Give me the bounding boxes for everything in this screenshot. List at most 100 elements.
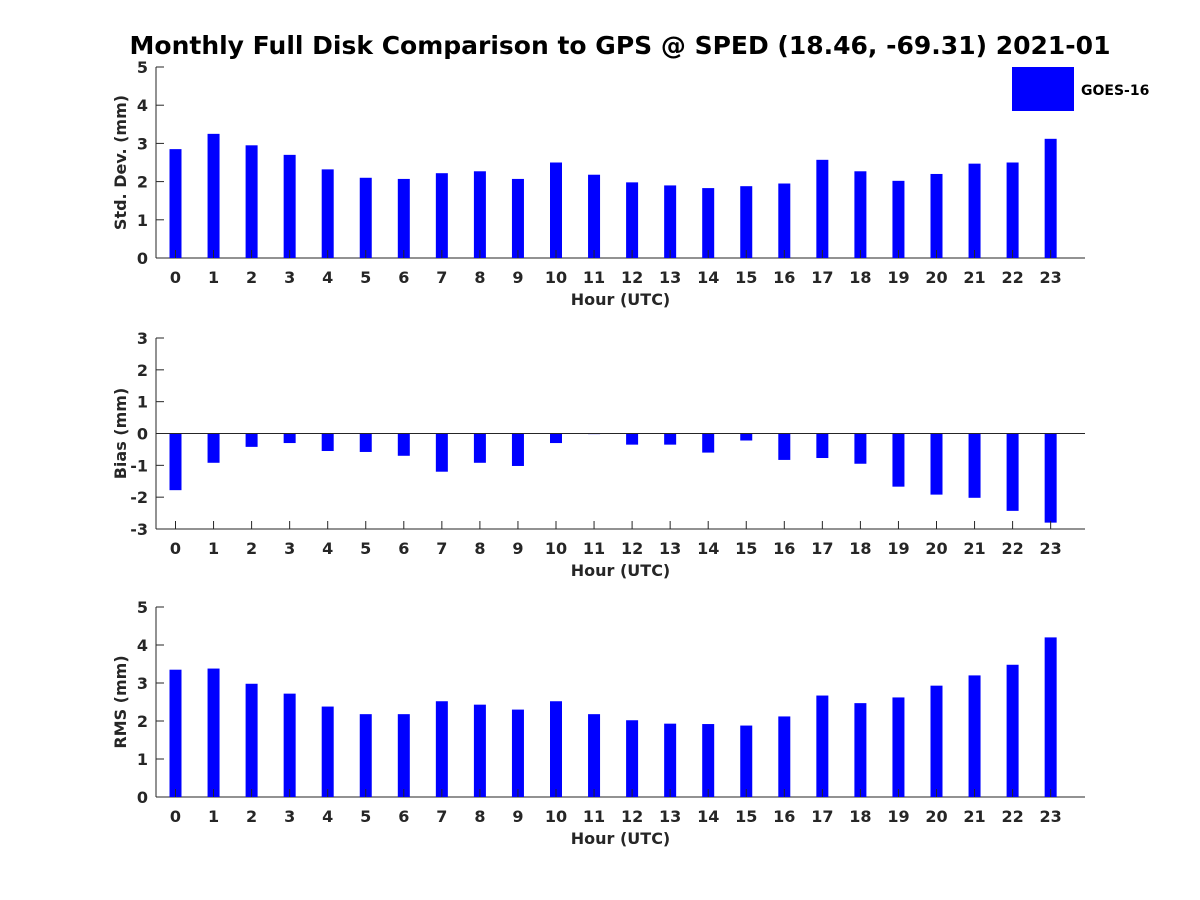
bar-hour-4 bbox=[321, 706, 334, 797]
y-tick-label: 2 bbox=[137, 173, 148, 192]
x-tick-label: 11 bbox=[583, 807, 605, 826]
x-tick-label: 5 bbox=[360, 539, 371, 558]
bar-hour-15 bbox=[740, 186, 753, 258]
x-tick-label: 3 bbox=[284, 268, 295, 287]
bar-hour-3 bbox=[283, 433, 296, 444]
bar-hour-13 bbox=[664, 185, 677, 258]
bar-hour-2 bbox=[245, 145, 258, 258]
x-tick-label: 19 bbox=[887, 807, 909, 826]
bar-hour-16 bbox=[778, 716, 791, 797]
bar-hour-15 bbox=[740, 725, 753, 797]
x-tick-label: 4 bbox=[322, 539, 333, 558]
x-tick-label: 22 bbox=[1001, 539, 1023, 558]
x-tick-label: 2 bbox=[246, 539, 257, 558]
x-tick-label: 14 bbox=[697, 268, 719, 287]
bar-hour-6 bbox=[397, 714, 410, 797]
x-tick-label: 20 bbox=[925, 807, 947, 826]
x-tick-label: 17 bbox=[811, 268, 833, 287]
x-tick-label: 8 bbox=[474, 807, 485, 826]
y-tick-label: -3 bbox=[130, 520, 148, 539]
y-tick-label: 3 bbox=[137, 329, 148, 348]
bar-hour-23 bbox=[1044, 138, 1057, 258]
x-tick-label: 23 bbox=[1040, 539, 1062, 558]
y-axis-label: Bias (mm) bbox=[111, 388, 130, 480]
y-tick-label: 0 bbox=[137, 425, 148, 444]
x-tick-label: 12 bbox=[621, 539, 643, 558]
x-tick-label: 16 bbox=[773, 539, 795, 558]
bar-hour-14 bbox=[702, 724, 715, 797]
x-tick-label: 13 bbox=[659, 539, 681, 558]
x-tick-label: 9 bbox=[512, 268, 523, 287]
bar-hour-1 bbox=[207, 133, 220, 258]
bar-hour-7 bbox=[435, 701, 448, 797]
bar-hour-1 bbox=[207, 433, 220, 463]
bar-hour-10 bbox=[550, 701, 562, 797]
x-tick-label: 0 bbox=[170, 807, 181, 826]
bar-hour-22 bbox=[1006, 664, 1019, 797]
bar-hour-14 bbox=[702, 188, 715, 258]
x-tick-label: 5 bbox=[360, 807, 371, 826]
x-axis-label: Hour (UTC) bbox=[571, 561, 671, 580]
x-tick-label: 3 bbox=[284, 807, 295, 826]
x-tick-label: 6 bbox=[398, 807, 409, 826]
legend: GOES-16 bbox=[1012, 67, 1149, 111]
legend-swatch bbox=[1012, 67, 1074, 111]
bar-hour-9 bbox=[511, 433, 524, 466]
x-tick-label: 11 bbox=[583, 268, 605, 287]
x-tick-label: 16 bbox=[773, 807, 795, 826]
bar-hour-17 bbox=[816, 695, 829, 797]
bar-hour-23 bbox=[1044, 637, 1057, 797]
bar-hour-19 bbox=[892, 180, 905, 258]
bar-hour-7 bbox=[435, 433, 448, 472]
x-tick-label: 7 bbox=[436, 539, 447, 558]
x-tick-label: 14 bbox=[697, 539, 719, 558]
x-tick-label: 6 bbox=[398, 539, 409, 558]
x-tick-label: 19 bbox=[887, 268, 909, 287]
x-tick-label: 14 bbox=[697, 807, 719, 826]
x-tick-label: 4 bbox=[322, 807, 333, 826]
x-tick-label: 2 bbox=[246, 807, 257, 826]
y-tick-label: 1 bbox=[137, 211, 148, 230]
bar-hour-21 bbox=[968, 433, 981, 498]
bar-hour-4 bbox=[321, 433, 334, 452]
bar-hour-17 bbox=[816, 159, 829, 258]
legend-label: GOES-16 bbox=[1081, 83, 1149, 99]
bar-hour-15 bbox=[740, 433, 753, 441]
x-tick-label: 21 bbox=[963, 539, 985, 558]
bar-hour-3 bbox=[283, 693, 296, 797]
bar-hour-1 bbox=[207, 668, 220, 797]
x-tick-label: 21 bbox=[963, 268, 985, 287]
x-tick-label: 0 bbox=[170, 539, 181, 558]
bar-hour-8 bbox=[473, 171, 486, 258]
x-tick-label: 8 bbox=[474, 539, 485, 558]
x-tick-label: 22 bbox=[1001, 807, 1023, 826]
x-tick-label: 9 bbox=[512, 539, 523, 558]
y-tick-label: 2 bbox=[137, 361, 148, 380]
bar-hour-6 bbox=[397, 178, 410, 258]
y-tick-label: 5 bbox=[137, 58, 148, 77]
y-tick-label: 3 bbox=[137, 674, 148, 693]
x-tick-label: 16 bbox=[773, 268, 795, 287]
y-axis-label: RMS (mm) bbox=[111, 655, 130, 748]
x-tick-label: 5 bbox=[360, 268, 371, 287]
x-tick-label: 2 bbox=[246, 268, 257, 287]
x-tick-label: 20 bbox=[925, 268, 947, 287]
x-tick-label: 9 bbox=[512, 807, 523, 826]
x-tick-label: 20 bbox=[925, 539, 947, 558]
x-tick-label: 0 bbox=[170, 268, 181, 287]
bar-hour-18 bbox=[854, 171, 867, 258]
bar-hour-22 bbox=[1006, 162, 1019, 258]
y-tick-label: 0 bbox=[137, 249, 148, 268]
bar-hour-0 bbox=[169, 149, 182, 258]
x-tick-label: 4 bbox=[322, 268, 333, 287]
bar-hour-13 bbox=[664, 433, 677, 445]
x-tick-label: 15 bbox=[735, 268, 757, 287]
y-tick-label: 1 bbox=[137, 750, 148, 769]
x-axis-label: Hour (UTC) bbox=[571, 829, 671, 848]
bar-hour-17 bbox=[816, 433, 829, 459]
x-tick-label: 22 bbox=[1001, 268, 1023, 287]
